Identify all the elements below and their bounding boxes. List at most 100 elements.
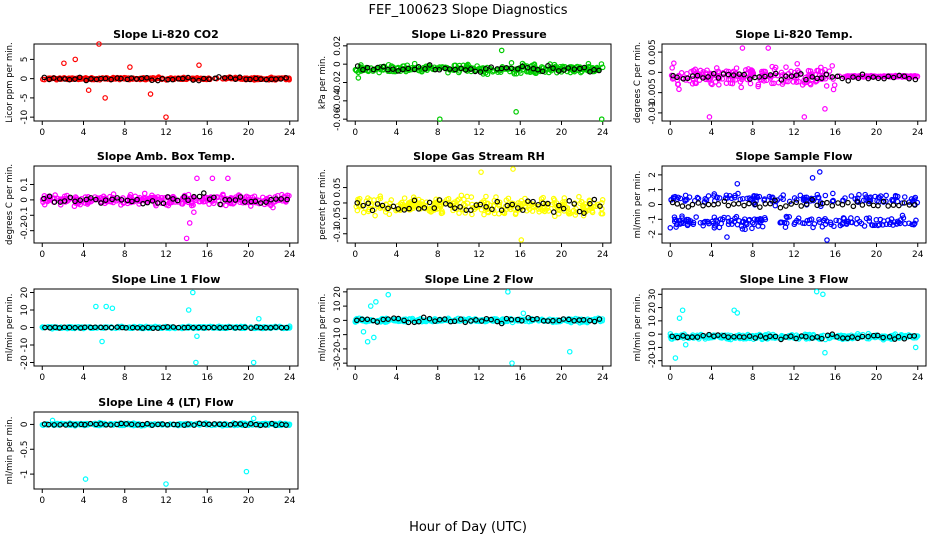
reference-point	[114, 324, 120, 330]
reference-point	[778, 77, 785, 83]
x-tick-label: 8	[435, 373, 441, 383]
data-point	[823, 83, 830, 89]
reference-point	[170, 196, 176, 202]
y-tick-label: 20	[648, 302, 658, 314]
data-point	[561, 208, 567, 214]
data-point	[744, 195, 750, 202]
reference-point	[379, 202, 386, 209]
reference-point	[694, 72, 701, 79]
data-point	[807, 81, 814, 88]
reference-point	[411, 66, 418, 73]
reference-point	[217, 324, 223, 331]
reference-point	[489, 206, 495, 213]
reference-point	[865, 75, 872, 82]
x-tick-label: 12	[473, 128, 484, 138]
reference-point	[715, 332, 721, 338]
reference-point	[539, 68, 546, 75]
panel-title: Slope Gas Stream RH	[413, 150, 545, 163]
reference-point	[700, 202, 706, 209]
reference-point	[431, 205, 438, 211]
data-point	[676, 86, 682, 93]
reference-point	[128, 421, 135, 428]
data-point	[673, 224, 679, 230]
reference-point	[855, 75, 862, 82]
data-point	[157, 325, 164, 331]
x-tick-label: 16	[202, 128, 214, 138]
data-point	[543, 206, 549, 213]
reference-point	[128, 75, 135, 81]
data-point	[667, 224, 674, 231]
reference-point	[705, 201, 712, 208]
data-point	[822, 192, 829, 199]
data-point	[368, 201, 375, 208]
panel-title: Slope Li-820 Temp.	[735, 28, 853, 41]
reference-point	[41, 74, 48, 81]
data-point	[808, 216, 815, 223]
data-point	[742, 226, 748, 233]
data-point-outlier	[734, 310, 741, 316]
x-tick-label: 24	[284, 128, 296, 138]
reference-point	[596, 67, 602, 74]
chart-panel-10: Slope Line 4 (LT) Flow 0 4 8 12 16 20 24 -1 -0.5 0…	[5, 396, 299, 506]
reference-point	[196, 77, 202, 84]
reference-point	[725, 71, 732, 78]
reference-point	[441, 316, 448, 322]
data-point	[793, 79, 800, 85]
y-tick-label: 0	[648, 331, 658, 337]
reference-point	[870, 74, 877, 80]
reference-point	[730, 72, 737, 78]
reference-point	[149, 422, 155, 428]
reference-point	[426, 315, 433, 322]
reference-point	[891, 336, 898, 342]
reference-point	[395, 206, 402, 212]
reference-point	[247, 76, 253, 83]
x-tick-label: 12	[160, 128, 171, 138]
y-tick-label: 20	[20, 287, 30, 299]
data-point-outlier	[509, 360, 515, 366]
data-point-outlier	[498, 47, 505, 54]
x-tick-label: 0	[667, 250, 673, 260]
x-tick-label: 16	[830, 128, 842, 138]
reference-point	[169, 76, 176, 83]
reference-point	[482, 65, 489, 72]
y-tick-label: -0.005	[648, 78, 658, 107]
series-reference	[670, 70, 919, 84]
data-point-outlier	[183, 235, 190, 242]
reference-point	[237, 421, 244, 427]
data-point	[585, 60, 592, 67]
reference-point	[415, 64, 422, 70]
reference-point	[221, 75, 228, 81]
data-point-outlier	[739, 45, 746, 51]
y-tick-label: -0.1	[333, 225, 343, 243]
reference-point	[472, 68, 478, 75]
reference-point	[45, 421, 52, 428]
x-tick-label: 4	[81, 128, 87, 138]
reference-point	[77, 197, 84, 204]
reference-point	[406, 205, 412, 212]
x-tick-label: 16	[515, 250, 527, 260]
data-point	[573, 206, 579, 212]
reference-point	[242, 422, 249, 429]
x-tick-label: 20	[556, 250, 568, 260]
y-axis-label: ml/min per min.	[633, 294, 643, 362]
x-tick-label: 0	[39, 496, 45, 506]
data-point	[572, 212, 579, 218]
y-tick-label: -10	[648, 340, 658, 355]
reference-point	[196, 193, 203, 200]
data-point	[599, 210, 606, 217]
reference-point	[458, 316, 464, 322]
reference-point	[436, 197, 443, 203]
data-point	[869, 222, 875, 228]
reference-point	[380, 63, 387, 70]
reference-point	[885, 203, 891, 209]
reference-point	[145, 324, 151, 331]
reference-point	[483, 203, 489, 210]
x-tick-label: 4	[81, 250, 87, 260]
reference-point	[217, 201, 223, 208]
reference-point	[555, 68, 562, 74]
data-point	[692, 66, 699, 73]
data-point	[677, 217, 683, 224]
data-point	[879, 222, 886, 228]
data-point	[689, 80, 696, 87]
reference-point	[129, 198, 135, 205]
